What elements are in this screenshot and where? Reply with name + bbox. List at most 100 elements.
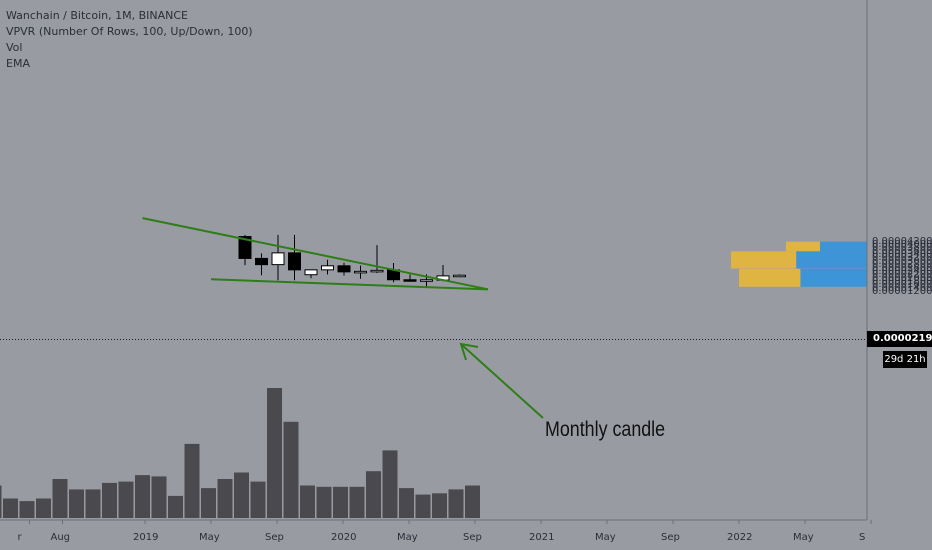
time-axis-label: May xyxy=(793,532,814,543)
price-axis-label: 0.00003400 xyxy=(872,249,932,261)
candle-body xyxy=(453,274,466,278)
candle-body xyxy=(271,252,285,266)
trendline[interactable] xyxy=(210,278,489,291)
price-axis-background[interactable] xyxy=(867,0,932,550)
volume-bar[interactable] xyxy=(184,443,200,518)
candle[interactable] xyxy=(337,262,351,276)
volume-bar[interactable] xyxy=(168,495,183,518)
price-axis-label: 0.00003800 xyxy=(872,242,932,254)
candle[interactable] xyxy=(321,259,334,275)
price-axis-label: 0.00002400 xyxy=(872,265,932,277)
time-axis-label: May xyxy=(595,532,616,543)
volume-bar[interactable] xyxy=(36,498,51,519)
volume-bar[interactable] xyxy=(349,486,365,518)
trendline[interactable] xyxy=(142,217,489,291)
volume-profile xyxy=(731,241,867,287)
volume-bar[interactable] xyxy=(333,486,348,518)
volume-bar[interactable] xyxy=(19,501,35,518)
volume-bar[interactable] xyxy=(250,481,266,518)
price-axis-label: 0.00002800 xyxy=(872,259,932,271)
price-axis-label: 0.00002200 xyxy=(872,269,932,281)
price-axis-label: 0.00002000 xyxy=(872,272,932,284)
price-axis-label: 0.00001400 xyxy=(872,282,932,294)
price-axis-label: 0.00001600 xyxy=(872,279,932,291)
candlesticks xyxy=(238,234,466,287)
vpvr-down-bar[interactable] xyxy=(820,241,867,252)
time-axis-label: Sep xyxy=(265,532,284,543)
price-axis-label: 0.00003200 xyxy=(872,252,932,264)
plot-background xyxy=(0,0,867,520)
volume-bar[interactable] xyxy=(448,489,464,518)
candle[interactable] xyxy=(403,274,417,282)
candle-body xyxy=(403,279,417,282)
volume-bar[interactable] xyxy=(3,498,18,519)
volume-bar[interactable] xyxy=(366,471,381,518)
time-axis-label: 2021 xyxy=(529,532,555,543)
legend-vol[interactable]: Vol xyxy=(6,41,23,54)
vpvr-down-bar[interactable] xyxy=(800,268,867,287)
candle-body xyxy=(321,265,334,271)
legend-vpvr[interactable]: VPVR (Number Of Rows, 100, Up/Down, 100) xyxy=(6,25,253,38)
candle-body xyxy=(354,270,367,274)
volume-bar[interactable] xyxy=(399,488,414,518)
volume-bar[interactable] xyxy=(382,450,398,518)
candle[interactable] xyxy=(255,253,268,276)
time-axis-label: Aug xyxy=(50,532,71,543)
candle-body xyxy=(370,269,384,273)
candle-body xyxy=(337,265,351,273)
volume-bar[interactable] xyxy=(267,388,282,518)
price-axis-label: 0.00004000 xyxy=(872,238,932,250)
volume-bar[interactable] xyxy=(465,485,480,519)
time-axis-label: r xyxy=(17,532,22,543)
time-axis-label: Sep xyxy=(661,532,680,543)
time-axis-label: May xyxy=(199,532,220,543)
volume-bar[interactable] xyxy=(217,479,233,518)
candle-body xyxy=(288,252,301,271)
volume-bar[interactable] xyxy=(102,482,117,518)
volume-bar[interactable] xyxy=(316,486,332,518)
candle[interactable] xyxy=(304,269,318,279)
volume-bar[interactable] xyxy=(52,479,68,518)
volume-bar[interactable] xyxy=(0,485,2,519)
price-axis-label: 0.00001800 xyxy=(872,275,932,287)
candle[interactable] xyxy=(288,234,301,281)
candle-body xyxy=(304,269,318,276)
candle-body xyxy=(238,236,252,259)
annotation-arrow[interactable] xyxy=(459,342,544,419)
candle-body xyxy=(255,257,268,266)
volume-bar[interactable] xyxy=(432,493,447,518)
volume-bar[interactable] xyxy=(151,476,167,518)
candle-countdown-tag: 29d 21h xyxy=(883,351,927,368)
legend-ema[interactable]: EMA xyxy=(6,57,30,70)
time-axis-label: 2019 xyxy=(133,532,159,543)
volume-bar[interactable] xyxy=(135,475,150,518)
monthly-candle-annotation[interactable]: Monthly candle xyxy=(545,418,666,441)
candle[interactable] xyxy=(354,265,367,279)
volume-bar[interactable] xyxy=(118,481,134,518)
candle[interactable] xyxy=(453,274,466,278)
volume-bar[interactable] xyxy=(234,472,249,519)
volume-bar[interactable] xyxy=(85,489,101,518)
volume-bar[interactable] xyxy=(300,485,315,519)
time-axis-label: 2020 xyxy=(331,532,357,543)
vpvr-up-bar[interactable] xyxy=(731,251,797,269)
time-axis-label: Sep xyxy=(463,532,482,543)
price-axis-label: 0.00002600 xyxy=(872,262,932,274)
time-axis-label: 2022 xyxy=(727,532,753,543)
vpvr-up-bar[interactable] xyxy=(786,241,821,252)
trendlines xyxy=(142,217,489,291)
legend-symbol[interactable]: Wanchain / Bitcoin, 1M, BINANCE xyxy=(6,9,188,22)
vpvr-up-bar[interactable] xyxy=(739,268,801,287)
volume-bar[interactable] xyxy=(415,494,431,518)
current-price-tag: 0.00002194 xyxy=(867,331,932,347)
volume-bar[interactable] xyxy=(283,421,299,518)
volume-bar[interactable] xyxy=(69,489,84,518)
candle[interactable] xyxy=(271,234,285,281)
vpvr-down-bar[interactable] xyxy=(796,251,867,269)
price-axis-label: 0.00001200 xyxy=(872,286,932,298)
candle[interactable] xyxy=(370,245,384,274)
volume-bars xyxy=(0,388,480,518)
chart-legend: Wanchain / Bitcoin, 1M, BINANCE VPVR (Nu… xyxy=(6,8,253,72)
volume-bar[interactable] xyxy=(201,488,216,518)
